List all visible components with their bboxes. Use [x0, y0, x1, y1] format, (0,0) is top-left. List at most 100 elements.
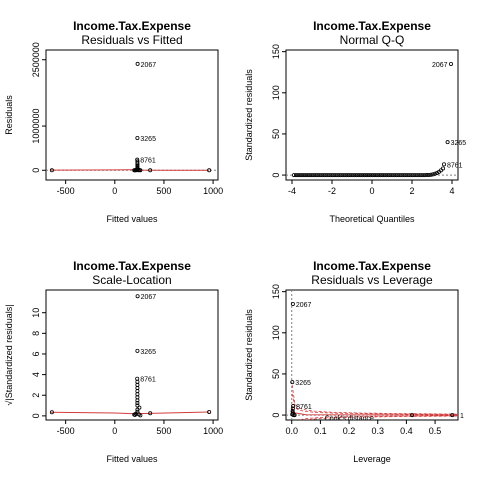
y-tick-label: 1000000: [31, 109, 41, 144]
x-tick-label: -500: [57, 186, 75, 196]
outlier-label: 2067: [432, 62, 448, 69]
qq-point: [304, 173, 309, 178]
qq-point: [298, 173, 303, 178]
plot-frame: [45, 289, 219, 421]
y-axis-label: Residuals: [4, 95, 14, 135]
panel-subtitle: Residuals vs Fitted: [81, 33, 182, 47]
x-tick-label: 0: [369, 186, 374, 196]
cooks-distance-label: Cook's distance: [325, 416, 374, 423]
x-tick-label: 1000: [203, 426, 223, 436]
qq-point: [342, 173, 347, 178]
y-tick-label: 8: [31, 331, 41, 336]
data-point: [410, 413, 415, 418]
data-point: [135, 61, 140, 66]
x-tick-label: 500: [156, 426, 171, 436]
outlier-label: 8761: [296, 404, 312, 411]
outlier-label: 2067: [141, 294, 157, 301]
qq-point: [422, 173, 427, 178]
data-point: [148, 168, 153, 173]
panel-subtitle: Normal Q-Q: [340, 33, 405, 47]
data-point: [49, 168, 54, 173]
qq-point: [356, 173, 361, 178]
x-axis-label: Theoretical Quantiles: [329, 214, 415, 224]
x-tick-label: 0: [112, 186, 117, 196]
qq-point: [392, 173, 397, 178]
qq-point: [390, 173, 395, 178]
qq-point: [426, 172, 431, 177]
qq-point: [440, 166, 445, 171]
smooth-line: [291, 405, 458, 416]
qq-point: [378, 173, 383, 178]
qq-point: [366, 173, 371, 178]
data-point: [290, 380, 295, 385]
data-point: [207, 409, 212, 414]
plot-frame: [45, 49, 219, 181]
qq-point: [336, 173, 341, 178]
outlier-label: 3265: [140, 349, 156, 356]
qq-point: [428, 172, 433, 177]
y-axis-label: √|Standardized residuals|: [4, 304, 14, 405]
y-tick-label: 6: [31, 351, 41, 356]
x-tick-label: 0.1: [314, 426, 327, 436]
data-point: [135, 400, 140, 405]
data-point: [135, 403, 140, 408]
x-tick-label: 0.5: [429, 426, 442, 436]
panel-title: Income.Tax.Expense: [313, 259, 431, 273]
qq-point: [344, 173, 349, 178]
x-tick-label: -4: [288, 186, 296, 196]
qq-point: [360, 173, 365, 178]
qq-point: [300, 173, 305, 178]
qq-point: [412, 173, 417, 178]
data-point: [137, 405, 142, 410]
qq-point: [384, 173, 389, 178]
y-tick-label: 100: [271, 85, 281, 100]
qq-point: [398, 173, 403, 178]
x-tick-label: 0: [112, 426, 117, 436]
qq-point: [434, 170, 439, 175]
qq-point: [376, 173, 381, 178]
outlier-label: 3265: [295, 380, 311, 387]
qq-point: [332, 173, 337, 178]
x-tick-label: 1000: [203, 186, 223, 196]
qq-point: [316, 173, 321, 178]
qq-point: [318, 173, 323, 178]
qq-point: [350, 173, 355, 178]
y-tick-label: 4: [31, 372, 41, 377]
x-tick-label: 0.4: [400, 426, 413, 436]
x-axis-label: Leverage: [353, 454, 391, 464]
panel-title: Income.Tax.Expense: [313, 19, 431, 33]
qq-point: [320, 173, 325, 178]
panel-title: Income.Tax.Expense: [73, 19, 191, 33]
y-tick-label: 0: [31, 168, 41, 173]
x-tick-label: -2: [328, 186, 336, 196]
qq-point: [328, 173, 333, 178]
data-point: [135, 398, 140, 403]
x-tick-label: 4: [449, 186, 454, 196]
qq-point: [408, 173, 413, 178]
qq-point: [354, 173, 359, 178]
qq-point: [402, 173, 407, 178]
y-tick-label: 10: [31, 308, 41, 318]
data-point: [441, 162, 446, 167]
data-point: [132, 168, 137, 173]
x-tick-label: 0.0: [285, 426, 298, 436]
x-axis-label: Fitted values: [106, 214, 158, 224]
qq-point: [382, 173, 387, 178]
data-point: [291, 404, 296, 409]
y-tick-label: 2: [31, 393, 41, 398]
x-axis-label: Fitted values: [106, 454, 158, 464]
qq-point: [302, 173, 307, 178]
x-tick-label: 500: [156, 186, 171, 196]
data-point: [132, 412, 137, 417]
qq-point: [372, 173, 377, 178]
qq-point: [364, 173, 369, 178]
y-axis-label: Standardized residuals: [244, 69, 254, 161]
qq-point: [362, 173, 367, 178]
qq-point: [374, 173, 379, 178]
qq-point: [348, 173, 353, 178]
qq-point: [338, 173, 343, 178]
plot-frame: [285, 49, 459, 181]
data-point: [450, 413, 455, 418]
